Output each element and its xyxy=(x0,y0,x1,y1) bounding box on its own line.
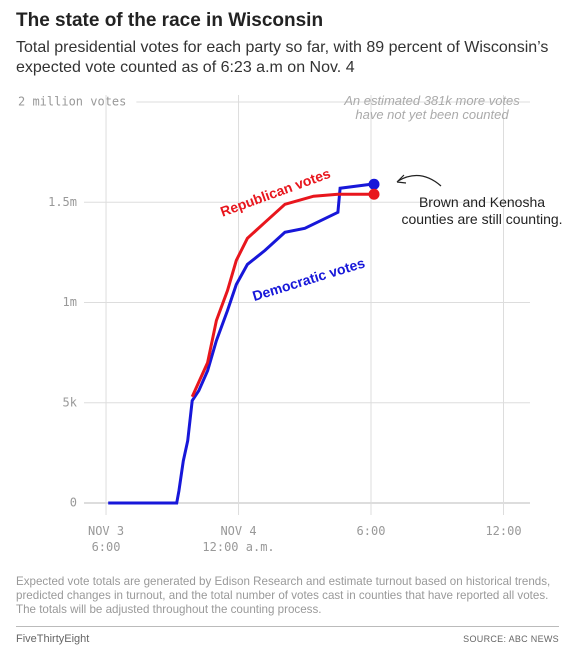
x-tick-label: 6:00 xyxy=(356,524,386,538)
x-tick-label: 12:00 xyxy=(485,524,522,538)
end-dot xyxy=(368,188,380,200)
series-line xyxy=(108,182,372,505)
y-tick-label: 1m xyxy=(63,295,77,309)
x-tick-label: NOV 4 12:00 a.m. xyxy=(202,524,275,554)
series-label: Democratic votes xyxy=(250,254,366,303)
chart-subtitle: Total presidential votes for each party … xyxy=(16,39,549,76)
divider xyxy=(16,626,559,627)
arrow-head xyxy=(396,174,407,184)
series-line xyxy=(190,192,371,398)
y-tick-label: 5k xyxy=(63,395,78,409)
callout-arrow xyxy=(397,175,442,187)
counting-note: An estimated 381k more votes have not ye… xyxy=(344,93,520,122)
y-tick-label: 2 million votes xyxy=(18,95,126,109)
end-dot xyxy=(368,178,380,190)
y-tick-label: 0 xyxy=(70,496,77,510)
chart-title: The state of the race in Wisconsin xyxy=(16,10,324,31)
y-tick-label: 1.5m xyxy=(48,195,77,209)
credit: FiveThirtyEight xyxy=(16,633,90,645)
source: SOURCE: ABC NEWS xyxy=(463,634,559,644)
callout-label: Brown and Kenosha counties are still cou… xyxy=(401,194,563,227)
x-tick-label: NOV 3 6:00 xyxy=(87,524,125,554)
footnote: Expected vote totals are generated by Ed… xyxy=(16,575,551,616)
